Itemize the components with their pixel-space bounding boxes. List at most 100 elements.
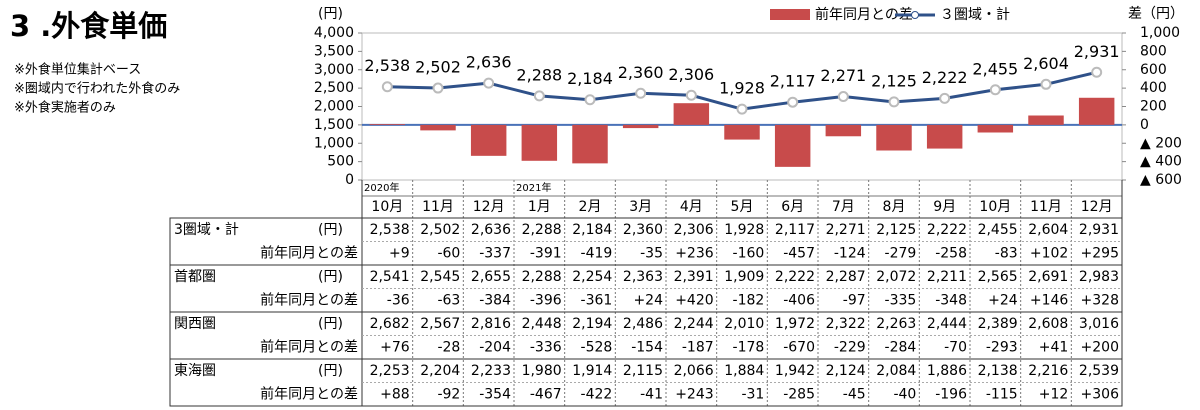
cell: 2,222 xyxy=(927,222,967,238)
x-tick-label: 11月 xyxy=(1030,199,1062,215)
cell: -279 xyxy=(885,245,917,261)
y-tick-label: 0 xyxy=(345,172,354,188)
cell: 2,010 xyxy=(724,316,764,332)
cell: -35 xyxy=(640,245,663,261)
cell: -40 xyxy=(893,386,916,402)
cell: +24 xyxy=(633,292,663,308)
x-tick-label: 6月 xyxy=(781,199,804,215)
x-tick-label: 1月 xyxy=(528,199,551,215)
cell: +102 xyxy=(1030,245,1068,261)
x-tick-label: 12月 xyxy=(473,199,505,215)
row-unit: (円) xyxy=(318,316,343,332)
cell: 2,608 xyxy=(1028,316,1068,332)
row-label: 前年同月との差 xyxy=(260,291,358,308)
cell: 2,389 xyxy=(978,316,1018,332)
cell: 2,263 xyxy=(876,316,916,332)
bar xyxy=(774,124,811,167)
bar xyxy=(977,124,1014,133)
point xyxy=(381,81,393,93)
cell: +420 xyxy=(675,292,713,308)
cell: 2,655 xyxy=(471,269,511,285)
cell: -115 xyxy=(986,386,1018,402)
cell: 2,244 xyxy=(674,316,714,332)
cell: -60 xyxy=(437,245,460,261)
row-label: 前年同月との差 xyxy=(260,385,358,402)
cell: 2,682 xyxy=(370,316,410,332)
row-label: 3圏域・計 xyxy=(174,222,239,238)
cell: 2,066 xyxy=(674,363,714,379)
cell: -182 xyxy=(733,292,765,308)
cell: 2,288 xyxy=(522,269,562,285)
cell: -229 xyxy=(834,339,866,355)
y2-unit: 差（円） xyxy=(1128,6,1184,22)
point xyxy=(837,91,849,103)
cell: -284 xyxy=(885,339,917,355)
cell: -41 xyxy=(640,386,663,402)
cell: +295 xyxy=(1081,245,1119,261)
point xyxy=(533,90,545,102)
row-unit: (円) xyxy=(318,222,343,238)
bar xyxy=(470,124,507,156)
x-tick-label: 11月 xyxy=(422,199,454,215)
cell: 2,931 xyxy=(1079,222,1119,238)
x-tick-label: 4月 xyxy=(680,199,703,215)
cell: -335 xyxy=(885,292,917,308)
value-label: 2,636 xyxy=(466,53,512,72)
cell: -354 xyxy=(479,386,511,402)
cell: 1,972 xyxy=(775,316,815,332)
cell: 2,538 xyxy=(370,222,410,238)
cell: -63 xyxy=(437,292,460,308)
cell: +146 xyxy=(1030,292,1069,308)
x-tick-label: 12月 xyxy=(1081,199,1113,215)
cell: -31 xyxy=(741,386,764,402)
value-label: 2,222 xyxy=(922,68,968,87)
cell: 2,233 xyxy=(471,363,511,379)
value-label: 1,928 xyxy=(719,79,765,98)
bar xyxy=(1028,115,1064,125)
x-tick-label: 10月 xyxy=(979,199,1011,215)
cell: -178 xyxy=(733,339,765,355)
cell: 1,886 xyxy=(927,363,967,379)
cell: 2,254 xyxy=(572,269,612,285)
bar xyxy=(724,124,760,140)
row-label: 東海圏 xyxy=(174,363,216,379)
row-label: 関西圏 xyxy=(174,316,216,332)
cell: 2,222 xyxy=(775,269,815,285)
cell: +328 xyxy=(1081,292,1119,308)
legend-swatch xyxy=(770,9,810,20)
cell: 2,072 xyxy=(876,269,916,285)
cell: -336 xyxy=(530,339,562,355)
value-label: 2,184 xyxy=(567,69,613,88)
cell: -528 xyxy=(581,339,613,355)
x-tick-label: 5月 xyxy=(731,199,754,215)
y2-tick-label: ▲ 200 xyxy=(1140,135,1182,151)
value-label: 2,931 xyxy=(1074,42,1120,61)
note: ※圏域内で行われた外食のみ xyxy=(14,81,180,97)
value-label: 2,125 xyxy=(871,71,917,90)
y-tick-label: 2,000 xyxy=(314,99,354,115)
cell: -285 xyxy=(783,386,815,402)
y2-tick-label: 400 xyxy=(1140,80,1167,96)
cell: 2,253 xyxy=(370,363,410,379)
x-tick-label: 7月 xyxy=(832,199,855,215)
cell: 2,391 xyxy=(674,269,714,285)
title: 3 .外食単価 xyxy=(10,9,167,43)
cell: 2,983 xyxy=(1079,269,1119,285)
cell: -124 xyxy=(834,245,866,261)
cell: +306 xyxy=(1081,386,1120,402)
x-tick-label: 10月 xyxy=(371,199,403,215)
cell: 2,816 xyxy=(471,316,511,332)
cell: -70 xyxy=(944,339,967,355)
cell: +9 xyxy=(389,245,410,261)
cell: -337 xyxy=(479,245,511,261)
cell: 2,539 xyxy=(1079,363,1119,379)
y-tick-label: 1,500 xyxy=(314,117,354,133)
note: ※外食単位集計ベース xyxy=(14,62,141,78)
point xyxy=(432,82,444,94)
cell: 1,942 xyxy=(775,363,815,379)
cell: 2,448 xyxy=(522,316,562,332)
note: ※外食実施者のみ xyxy=(14,100,116,116)
y2-tick-label: 200 xyxy=(1140,99,1167,115)
y2-tick-label: 0 xyxy=(1140,117,1149,133)
